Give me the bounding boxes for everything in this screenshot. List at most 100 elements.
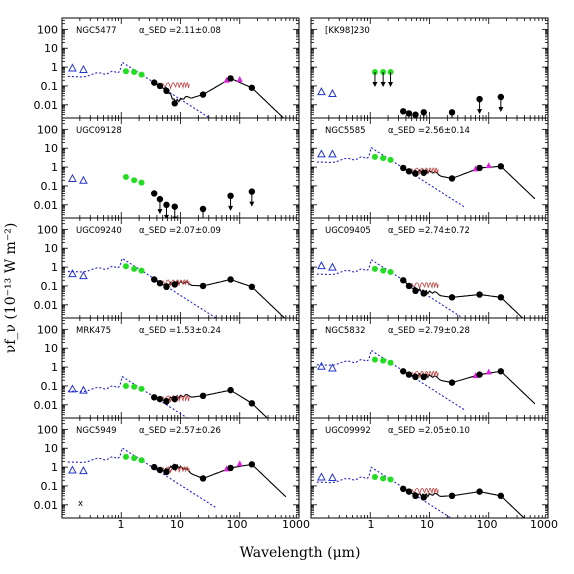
- nir-point: [122, 68, 129, 75]
- flux-point: [163, 398, 170, 405]
- stellar-model-line: [316, 349, 466, 411]
- panel-name: NGC5832: [325, 326, 366, 336]
- nir-point: [131, 455, 138, 462]
- flux-point: [405, 282, 413, 290]
- y-tick-label: 0.1: [41, 280, 59, 293]
- uv-point: [79, 64, 88, 73]
- upper-limit-arrowhead: [201, 219, 206, 224]
- flux-point: [151, 463, 158, 471]
- flux-point: [163, 87, 170, 95]
- uv-point: [328, 472, 337, 482]
- iras-point: [236, 75, 243, 82]
- flux-point: [227, 75, 234, 82]
- nir-point: [131, 68, 138, 75]
- nir-point: [387, 476, 394, 483]
- uv-point: [328, 149, 337, 158]
- uv-point: [68, 63, 77, 72]
- flux-point: [400, 485, 407, 493]
- panel-data: [67, 447, 287, 509]
- nir-point: [371, 356, 378, 363]
- panel-name: UGC09992: [325, 426, 371, 436]
- nir-point: [371, 265, 378, 272]
- panel-alpha: α_SED =2.74±0.72: [388, 226, 470, 236]
- flux-point: [199, 91, 207, 98]
- flux-point: [497, 163, 505, 170]
- y-tick-label: 100: [37, 223, 58, 236]
- pah-feature-line: [411, 167, 439, 176]
- flux-point: [400, 164, 407, 172]
- uv-point: [79, 271, 88, 280]
- nir-point: [387, 359, 394, 366]
- x-tick-label-left-panels-100: 100: [227, 518, 248, 531]
- nir-point: [138, 385, 145, 392]
- iras-point: [485, 162, 492, 169]
- pah-feature-line: [411, 370, 439, 379]
- panel-grid: 100 10 1 0.1 0.01 NGC5477 α_SED =2.11±0.08 [KK9…: [34, 17, 549, 519]
- panel-alpha: α_SED =2.57±0.26: [139, 426, 221, 436]
- sed-panel: UGC09405 α_SED =2.74±0.72: [310, 217, 549, 319]
- x-tick-label-right-panels-100: 100: [477, 518, 498, 531]
- y-tick-label: 10: [44, 442, 58, 455]
- uv-point: [68, 384, 77, 393]
- uv-point: [317, 149, 326, 158]
- x-tick-label-right-panels-10: 10: [420, 518, 434, 531]
- y-tick-label: 1: [51, 161, 58, 174]
- y-tick-label: 1: [51, 261, 58, 274]
- sed-panel: 100 10 1 0.1 0.01 UGC09128: [34, 117, 300, 224]
- panel-data: [316, 349, 536, 411]
- flux-point: [405, 488, 413, 495]
- stellar-model-line: [67, 257, 217, 318]
- x-tick-label-left-panels-10: 10: [170, 518, 184, 531]
- y-tick-label: 0.01: [34, 199, 59, 212]
- panel-alpha: α_SED =2.79±0.28: [388, 326, 470, 336]
- flux-point: [199, 282, 207, 290]
- panel-name: NGC5477: [76, 26, 117, 36]
- sed-panel: NGC5832 α_SED =2.79±0.28: [310, 317, 549, 419]
- flux-point: [156, 82, 164, 90]
- y-tick-label: 100: [37, 123, 58, 136]
- pah-feature-line: [162, 395, 190, 403]
- dust-model-line: [153, 78, 285, 118]
- uv-point: [68, 465, 77, 474]
- flux-point: [420, 169, 427, 176]
- uv-point: [68, 173, 77, 182]
- iras-point: [485, 368, 492, 375]
- uv-point: [328, 88, 337, 97]
- y-tick-label: 10: [44, 142, 58, 155]
- flux-point: [248, 84, 256, 91]
- panel-name: [KK98]230: [325, 26, 370, 36]
- x-tick-label-right-panels-1000: 1000: [530, 518, 558, 531]
- panel-data: [67, 257, 286, 318]
- pah-feature-line: [162, 81, 190, 90]
- sed-panel: [KK98]230: [310, 17, 549, 119]
- y-tick-label: 0.1: [41, 380, 59, 393]
- flux-point: [171, 463, 178, 471]
- panel-alpha: α_SED =2.11±0.08: [139, 26, 221, 36]
- nir-point: [380, 475, 387, 482]
- panel-data: [316, 466, 525, 518]
- flux-point: [227, 386, 234, 394]
- y-tick-label: 10: [44, 342, 58, 355]
- uv-point: [317, 87, 326, 96]
- sed-panel: 100 10 1 0.1 0.01 MRK475 α_SED =1.53±0.24: [34, 317, 300, 419]
- nir-point: [122, 382, 129, 389]
- y-tick-label: 100: [37, 23, 58, 36]
- flux-point: [199, 392, 207, 400]
- y-tick-label: 0.01: [34, 299, 59, 312]
- panel-name: NGC5585: [325, 126, 366, 136]
- panel-name: MRK475: [76, 326, 111, 336]
- panel-mark: x: [78, 499, 83, 509]
- y-tick-label: 0.1: [41, 180, 59, 193]
- panel-name: NGC5949: [76, 426, 117, 436]
- x-tick-label-left-panels-1: 1: [118, 518, 125, 531]
- flux-point: [156, 279, 164, 287]
- upper-limit-arrowhead: [163, 214, 169, 218]
- nir-point: [122, 173, 129, 180]
- stellar-model-line: [67, 375, 189, 418]
- sed-panel: 100 10 1 0.1 0.01 NGC5949 α_SED =2.57±0.26 x: [34, 417, 300, 519]
- sed-panel: UGC09992 α_SED =2.05±0.10: [310, 417, 549, 519]
- nir-point: [371, 473, 378, 480]
- uv-point: [317, 361, 326, 370]
- flux-point: [476, 371, 483, 378]
